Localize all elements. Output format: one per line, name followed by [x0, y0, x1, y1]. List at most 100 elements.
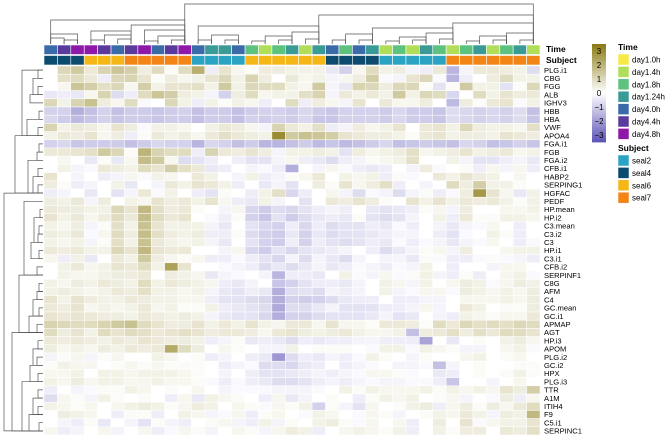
heatmap-cell	[486, 123, 501, 132]
heatmap-cell	[432, 303, 447, 313]
heatmap-cell	[298, 123, 313, 132]
heatmap-cell	[57, 164, 72, 173]
heatmap-cell	[164, 426, 179, 436]
subject-annotation-cell	[137, 55, 152, 66]
heatmap-cell	[365, 106, 380, 116]
heatmap-cell	[392, 106, 407, 116]
heatmap-cell	[365, 213, 380, 223]
subject-annotation-cell	[432, 55, 447, 66]
heatmap-cell	[445, 385, 460, 395]
heatmap-cell	[271, 303, 286, 313]
heatmap-cell	[164, 328, 179, 337]
subject-annotation-cell	[70, 55, 85, 66]
heatmap-cell	[445, 360, 460, 370]
heatmap-cell	[512, 205, 527, 214]
heatmap-cell	[472, 287, 487, 296]
heatmap-cell	[150, 196, 165, 206]
heatmap-cell	[285, 213, 299, 223]
heatmap-cell	[164, 90, 179, 100]
heatmap-cell	[218, 114, 232, 124]
heatmap-cell	[445, 98, 460, 108]
heatmap-cell	[285, 303, 299, 313]
heatmap-cell	[70, 188, 85, 198]
heatmap-cell	[486, 147, 501, 157]
subject-annotation-cell	[191, 55, 206, 66]
heatmap-cell	[285, 254, 299, 264]
heatmap-cell	[499, 246, 514, 255]
heatmap-cell	[392, 164, 407, 173]
heatmap-cell	[110, 418, 125, 428]
heatmap-cell	[124, 295, 139, 305]
heatmap-cell	[472, 229, 487, 239]
heatmap-cell	[83, 123, 98, 132]
heatmap-cell	[150, 246, 165, 255]
heatmap-cell	[378, 278, 393, 288]
heatmap-cell	[177, 344, 192, 354]
row-dendrogram-branch	[18, 274, 43, 333]
heatmap-cell	[83, 278, 98, 288]
heatmap-cell	[244, 205, 259, 214]
heatmap-cell	[137, 65, 152, 75]
heatmap-cell	[204, 352, 219, 362]
time-annotation-cell	[191, 44, 206, 55]
heatmap-cell	[124, 336, 139, 346]
heatmap-cell	[298, 114, 313, 124]
heatmap-cell	[244, 311, 259, 321]
column-dendrogram-branch	[278, 39, 293, 44]
heatmap-cell	[70, 385, 85, 395]
heatmap-cell	[57, 262, 72, 272]
heatmap-cell	[365, 90, 380, 100]
color-scale-segment	[592, 107, 606, 111]
heatmap-cell	[311, 188, 326, 198]
row-label: HBB	[544, 107, 560, 116]
column-dendrogram-branch	[412, 39, 427, 44]
heatmap-cell	[419, 155, 434, 165]
heatmap-cell	[419, 90, 434, 100]
row-label: PEDF	[544, 197, 565, 206]
time-legend-swatch	[617, 53, 630, 66]
heatmap-cell	[338, 385, 353, 395]
heatmap-cell	[365, 426, 380, 436]
heatmap-cell	[486, 319, 501, 329]
heatmap-cell	[43, 287, 58, 296]
heatmap-cell	[445, 180, 460, 190]
heatmap-cell	[311, 90, 326, 100]
heatmap-cell	[405, 287, 420, 296]
heatmap-cell	[365, 114, 380, 124]
heatmap-cell	[83, 106, 98, 116]
heatmap-cell	[83, 164, 98, 173]
heatmap-cell	[298, 254, 313, 264]
heatmap-cell	[338, 106, 353, 116]
heatmap-cell	[204, 172, 219, 182]
heatmap-cell	[191, 254, 206, 264]
heatmap-cell	[191, 164, 206, 173]
heatmap-cell	[271, 147, 286, 157]
heatmap-cell	[419, 360, 434, 370]
time-annotation-cell	[526, 44, 541, 55]
heatmap-cell	[150, 180, 165, 190]
heatmap-cell	[459, 360, 474, 370]
row-dendrogram-branch	[37, 405, 43, 415]
heatmap-cell	[392, 246, 407, 255]
row-dendrogram-branch	[37, 340, 43, 350]
row-labels: PLG.i1CBGFGGALBIGHV3HBBHBAVWFAPOA4FGA.i1…	[544, 66, 582, 436]
heatmap-cell	[244, 221, 259, 231]
heatmap-cell	[177, 270, 192, 280]
heatmap-cell	[419, 139, 434, 149]
heatmap-cell	[486, 287, 501, 296]
time-legend-label: day1.4h	[632, 68, 660, 77]
heatmap-cell	[405, 65, 420, 75]
heatmap-cell	[218, 180, 232, 190]
subject-annotation-cell	[512, 55, 527, 66]
time-legend-swatch	[617, 128, 630, 140]
heatmap-cell	[137, 418, 152, 428]
heatmap-cell	[486, 328, 501, 337]
heatmap-cell	[298, 311, 313, 321]
heatmap-cell	[164, 65, 179, 75]
heatmap-cell	[271, 319, 286, 329]
heatmap-cell	[392, 123, 407, 132]
heatmap-cell	[258, 229, 273, 239]
heatmap-cell	[378, 196, 393, 206]
heatmap-cell	[164, 114, 179, 124]
heatmap-cell	[325, 295, 340, 305]
